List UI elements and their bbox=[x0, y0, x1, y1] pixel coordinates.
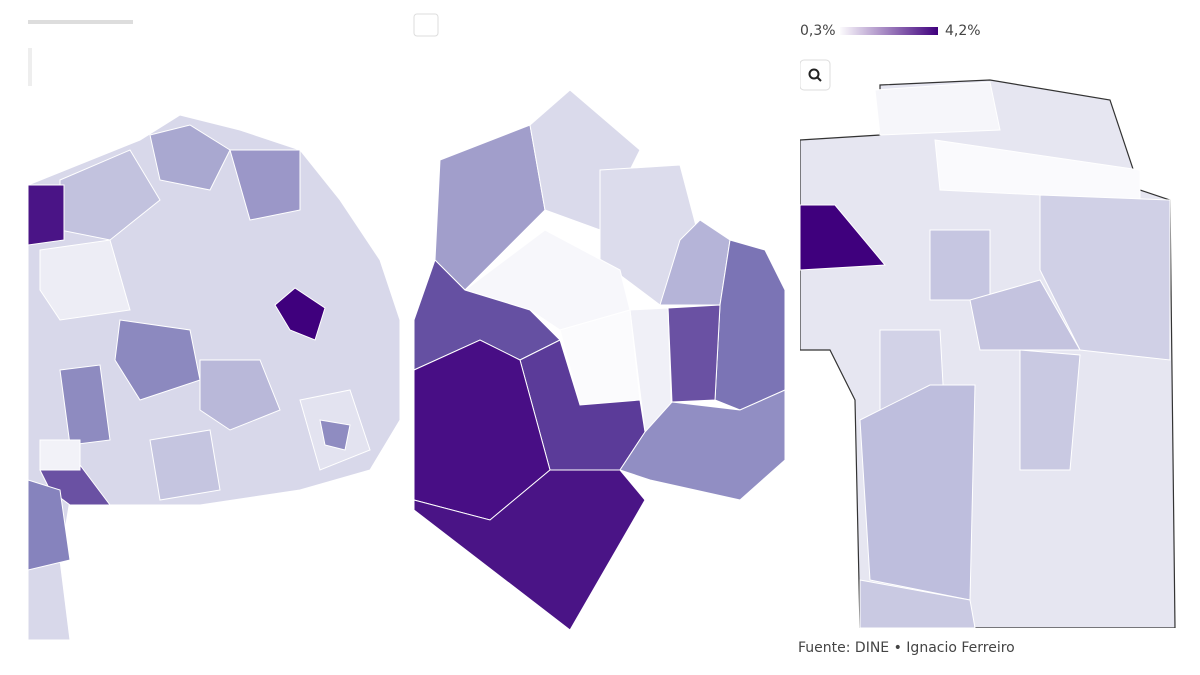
region bbox=[149, 429, 221, 501]
region bbox=[1019, 349, 1081, 471]
region bbox=[859, 579, 976, 628]
province-map-right bbox=[800, 59, 1176, 628]
region bbox=[28, 184, 65, 246]
region bbox=[929, 229, 991, 301]
region bbox=[800, 204, 887, 271]
button-cut bbox=[28, 48, 32, 86]
legend-min: 0,3% bbox=[800, 23, 836, 39]
region bbox=[413, 469, 646, 631]
region bbox=[114, 319, 201, 401]
region bbox=[874, 81, 1001, 136]
region bbox=[28, 479, 71, 571]
legend-gradient bbox=[840, 27, 938, 35]
button-cut bbox=[413, 13, 439, 37]
region bbox=[229, 149, 301, 221]
region bbox=[859, 384, 976, 601]
province-map bbox=[20, 0, 400, 640]
region bbox=[619, 389, 786, 501]
region bbox=[274, 287, 326, 341]
region bbox=[59, 364, 111, 446]
region bbox=[319, 419, 351, 451]
region bbox=[199, 359, 281, 431]
source: Fuente: DINE • Ignacio Ferreiro bbox=[798, 640, 1015, 656]
legend-bar-cut bbox=[28, 20, 133, 24]
region bbox=[434, 124, 546, 291]
region bbox=[969, 279, 1081, 351]
region bbox=[1039, 194, 1171, 361]
region bbox=[39, 439, 81, 471]
legend-max: 4,2% bbox=[945, 23, 981, 39]
search-button[interactable] bbox=[800, 59, 831, 91]
region bbox=[149, 124, 231, 191]
search-icon bbox=[808, 68, 820, 80]
region bbox=[39, 239, 131, 321]
search-icon bbox=[816, 76, 822, 82]
top-clip bbox=[20, 0, 24, 4]
city-map bbox=[413, 13, 786, 631]
region bbox=[667, 304, 721, 403]
